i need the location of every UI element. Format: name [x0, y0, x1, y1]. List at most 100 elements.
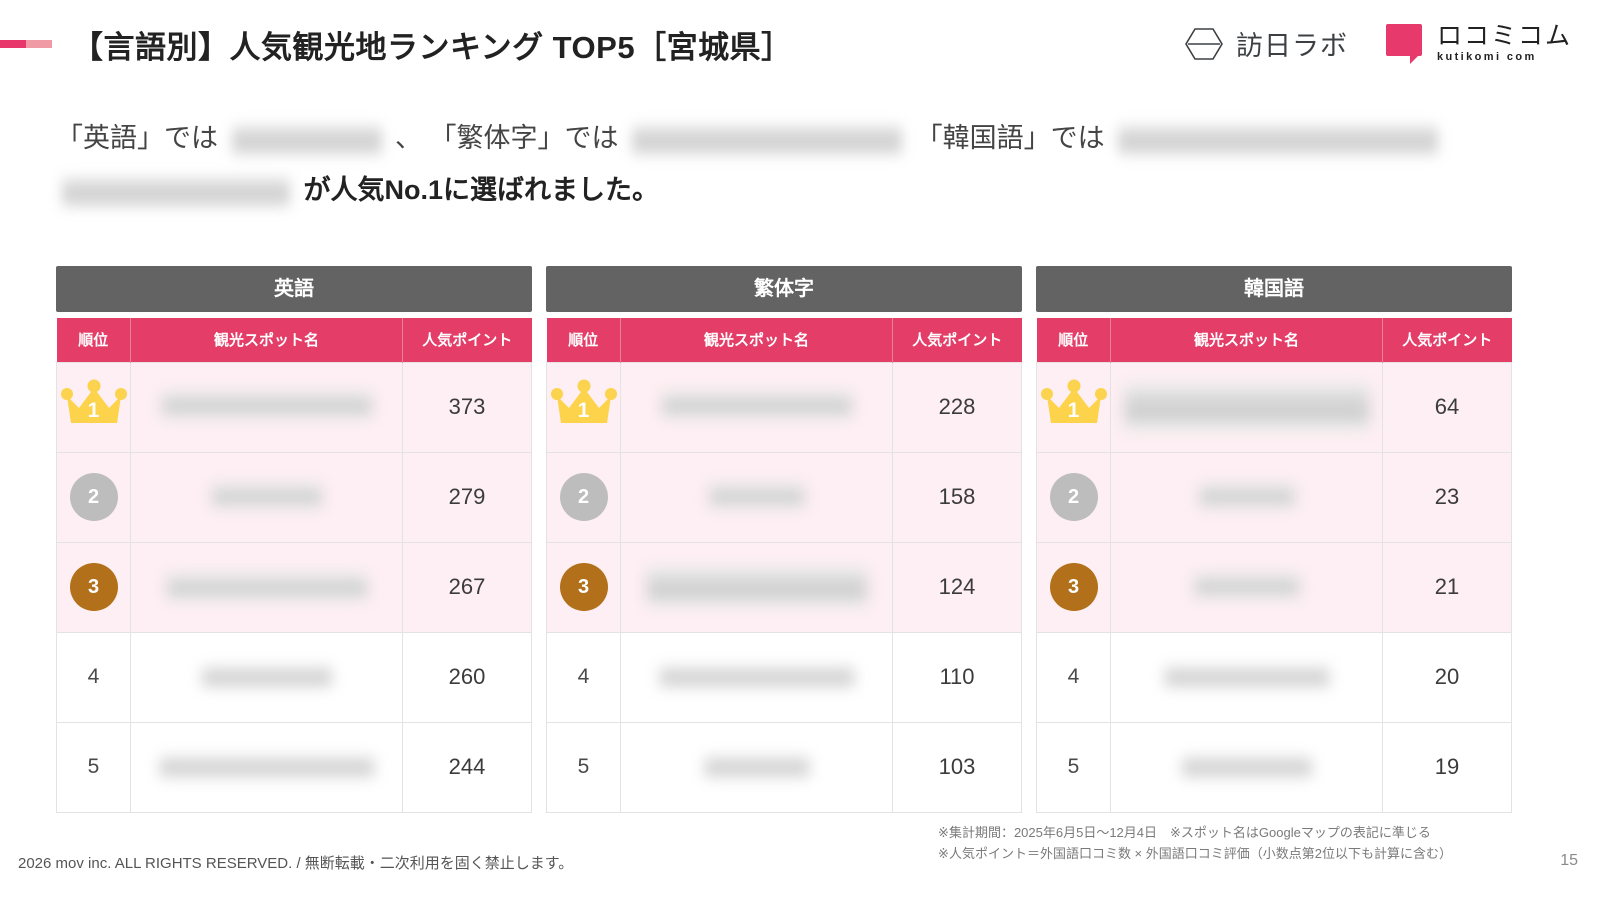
footnote-period: ※集計期間：2025年6月5日〜12月4日 ※スポット名はGoogleマップの表… [938, 825, 1431, 840]
table-row: 5 19 [1036, 721, 1512, 813]
redacted-spot-name [661, 390, 852, 419]
points-cell: 64 [1382, 361, 1512, 453]
spot-name-cell [620, 451, 893, 543]
rank-cell: 3 [56, 541, 131, 633]
points-cell: 23 [1382, 451, 1512, 543]
rank-number: 1 [577, 399, 590, 422]
subtitle-part-2: 「繁体字」では [429, 123, 619, 153]
column-header-spot: 観光スポット名 [1110, 318, 1383, 362]
spot-name-cell [130, 721, 403, 813]
redacted-spot-name [704, 754, 809, 779]
spot-name-cell [620, 361, 893, 453]
redacted-spot-name-english [231, 122, 382, 157]
rank-badge-bronze: 3 [1049, 563, 1098, 611]
redacted-spot-name [201, 664, 332, 689]
ranking-table-english: 英語 順位 観光スポット名 人気ポイント [56, 266, 532, 813]
footnote-formula: ※人気ポイント＝外国語口コミ数 × 外国語口コミ評価（小数点第2位以下も計算に含… [938, 846, 1452, 861]
redacted-spot-name [159, 754, 374, 779]
spot-name-cell [130, 541, 403, 633]
table-row: 1 228 [546, 361, 1022, 453]
column-header-rank: 順位 [56, 318, 131, 362]
logo-group: 訪日ラボ ロコミコム kutikomi com [1184, 24, 1572, 64]
redacted-spot-name [1164, 664, 1329, 689]
speech-bubble-icon [1385, 24, 1426, 64]
kutikomi-name-jp: ロコミコム [1436, 22, 1572, 50]
table-header-row: 順位 観光スポット名 人気ポイント [546, 318, 1022, 362]
points-cell: 124 [892, 541, 1022, 633]
subtitle-separator: 、 [395, 123, 423, 153]
table-row: 4 110 [546, 631, 1022, 723]
table-row: 2 23 [1036, 451, 1512, 543]
redacted-spot-name [1194, 572, 1299, 599]
redacted-spot-name-korean-cont [62, 174, 290, 209]
rank-cell: 4 [1036, 631, 1111, 723]
redacted-spot-name-traditional [632, 122, 903, 157]
table-row: 1 64 [1036, 361, 1512, 453]
hojin-labo-wordmark: 訪日ラボ [1235, 31, 1348, 61]
rank-cell: 4 [546, 631, 621, 723]
rank-cell: 2 [1036, 451, 1111, 543]
rank-cell: 5 [546, 721, 621, 813]
redacted-spot-name [211, 482, 322, 509]
column-header-points: 人気ポイント [1382, 318, 1512, 362]
spot-name-cell [130, 451, 403, 543]
table-row: 3 267 [56, 541, 532, 633]
table-row: 4 20 [1036, 631, 1512, 723]
spot-name-cell [130, 631, 403, 723]
points-cell: 260 [402, 631, 532, 723]
table-row: 2 279 [56, 451, 532, 543]
copyright-text: 2026 mov inc. ALL RIGHTS RESERVED. / 無断転… [18, 855, 574, 872]
rank-badge-silver: 2 [559, 473, 608, 521]
ranking-tables: 英語 順位 観光スポット名 人気ポイント [56, 266, 1512, 813]
table-title-english: 英語 [56, 266, 532, 312]
column-header-rank: 順位 [546, 318, 621, 362]
redacted-spot-name [1181, 754, 1312, 779]
subtitle-part-1: 「英語」では [56, 123, 218, 153]
table-row: 3 21 [1036, 541, 1512, 633]
crown-icon: 1 [1038, 377, 1110, 431]
rank-number: 1 [1067, 399, 1080, 422]
subtitle-part-3: 「韓国語」では [915, 123, 1105, 153]
spot-name-cell [1110, 721, 1383, 813]
table-header-row: 順位 観光スポット名 人気ポイント [56, 318, 532, 362]
spot-name-cell [620, 541, 893, 633]
rank-badge-bronze: 3 [559, 563, 608, 611]
table-title-traditional-chinese: 繁体字 [546, 266, 1022, 312]
spot-name-cell [1110, 631, 1383, 723]
rank-cell: 3 [1036, 541, 1111, 633]
spot-name-cell [620, 721, 893, 813]
table-row: 5 103 [546, 721, 1022, 813]
kutikomi-wordmark: ロコミコム kutikomi com [1437, 24, 1572, 63]
redacted-spot-name [1124, 382, 1369, 431]
table-title-korean: 韓国語 [1036, 266, 1512, 312]
rank-number: 1 [87, 399, 100, 422]
kutikomi-name-en: kutikomi com [1436, 51, 1537, 63]
points-cell: 279 [402, 451, 532, 543]
redacted-spot-name-korean [1118, 122, 1439, 157]
redacted-spot-name [166, 572, 367, 601]
crown-icon: 1 [58, 377, 130, 431]
redacted-spot-name [709, 482, 804, 509]
table-row: 3 124 [546, 541, 1022, 633]
rank-badge-silver: 2 [69, 473, 118, 521]
column-header-rank: 順位 [1036, 318, 1111, 362]
accent-dash [0, 40, 52, 48]
points-cell: 103 [892, 721, 1022, 813]
spot-name-cell [130, 361, 403, 453]
subtitle: 「英語」では 、 「繁体字」では 「韓国語」では が人気No.1に選ばれました。 [56, 112, 1556, 216]
column-header-spot: 観光スポット名 [620, 318, 893, 362]
points-cell: 110 [892, 631, 1022, 723]
page-title: 【言語別】人気観光地ランキング TOP5［宮城県］ [72, 30, 793, 65]
subtitle-part-4: が人気No.1に選ばれました。 [303, 175, 660, 205]
footnotes: ※集計期間：2025年6月5日〜12月4日 ※スポット名はGoogleマップの表… [938, 822, 1452, 864]
rank-badge-silver: 2 [1049, 473, 1098, 521]
table-row: 4 260 [56, 631, 532, 723]
column-header-spot: 観光スポット名 [130, 318, 403, 362]
redacted-spot-name [161, 390, 372, 419]
rank-cell: 5 [1036, 721, 1111, 813]
table-row: 2 158 [546, 451, 1022, 543]
table-row: 1 373 [56, 361, 532, 453]
points-cell: 19 [1382, 721, 1512, 813]
points-cell: 158 [892, 451, 1022, 543]
rank-cell: 1 [546, 361, 621, 453]
